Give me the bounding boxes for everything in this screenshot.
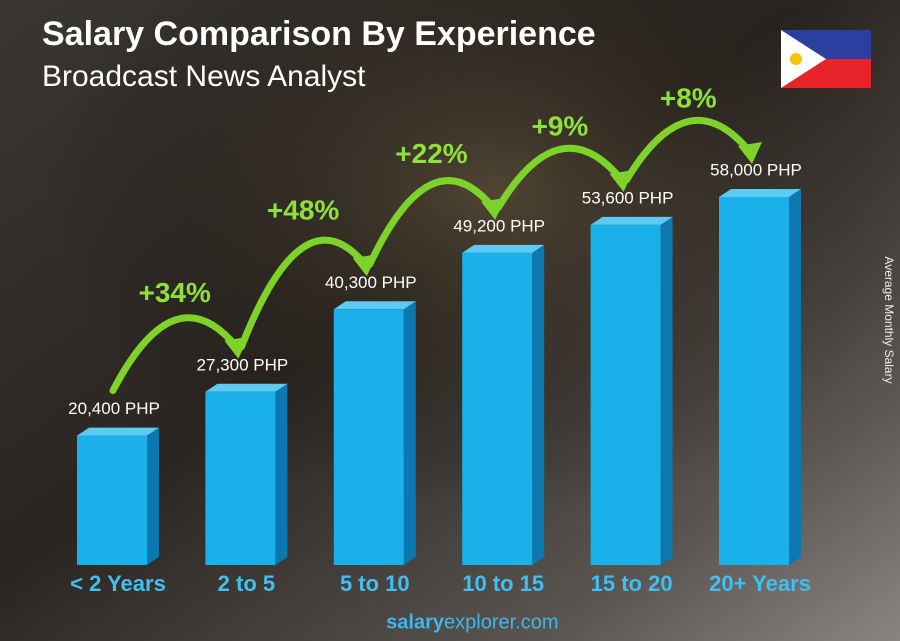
change-label: +22% <box>395 138 467 169</box>
x-tick-label: 2 to 5 <box>218 571 275 596</box>
y-axis-label: Average Monthly Salary <box>882 256 896 383</box>
bar <box>77 435 147 565</box>
bar-top <box>333 301 416 310</box>
bar-top <box>77 427 159 436</box>
change-arrow <box>237 236 369 351</box>
change-arrow <box>623 116 754 184</box>
value-label: 40,300 PHP <box>325 273 417 292</box>
bar-side <box>275 383 288 565</box>
x-tick-label: 20+ Years <box>709 571 811 596</box>
bar-top <box>462 244 545 253</box>
bar <box>590 224 661 565</box>
bar-top <box>719 189 801 197</box>
x-tick-label: 15 to 20 <box>591 571 673 596</box>
value-label: 53,600 PHP <box>582 188 674 207</box>
value-label: 20,400 PHP <box>68 399 160 418</box>
bar <box>205 391 276 565</box>
value-label: 49,200 PHP <box>453 216 545 235</box>
flag <box>781 30 871 88</box>
footer-brand: salary <box>386 611 445 633</box>
change-label: +34% <box>138 277 210 308</box>
bar-side <box>403 301 416 565</box>
value-label: 58,000 PHP <box>710 160 802 179</box>
bar-side <box>532 244 545 566</box>
x-tick-label: 10 to 15 <box>462 571 544 596</box>
bar-side <box>660 216 673 565</box>
bar <box>719 197 789 565</box>
change-arrow <box>366 177 497 268</box>
bar-side <box>789 189 801 565</box>
change-label: +9% <box>531 110 588 141</box>
bar <box>333 309 404 565</box>
change-label: +48% <box>267 195 339 226</box>
change-arrowhead <box>738 142 762 164</box>
change-arrow <box>109 314 240 395</box>
bar-top <box>590 216 673 225</box>
change-arrow <box>494 144 626 212</box>
chart-subtitle: Broadcast News Analyst <box>42 60 366 93</box>
x-tick-label: < 2 Years <box>70 571 166 596</box>
x-tick-label: 5 to 10 <box>340 571 410 596</box>
footer-domain: explorer.com <box>444 611 559 633</box>
chart-title: Salary Comparison By Experience <box>42 15 596 53</box>
value-label: 27,300 PHP <box>197 355 289 374</box>
bar-top <box>205 383 288 392</box>
bar-side <box>147 427 159 565</box>
bar <box>462 252 533 566</box>
change-label: +8% <box>660 82 717 113</box>
